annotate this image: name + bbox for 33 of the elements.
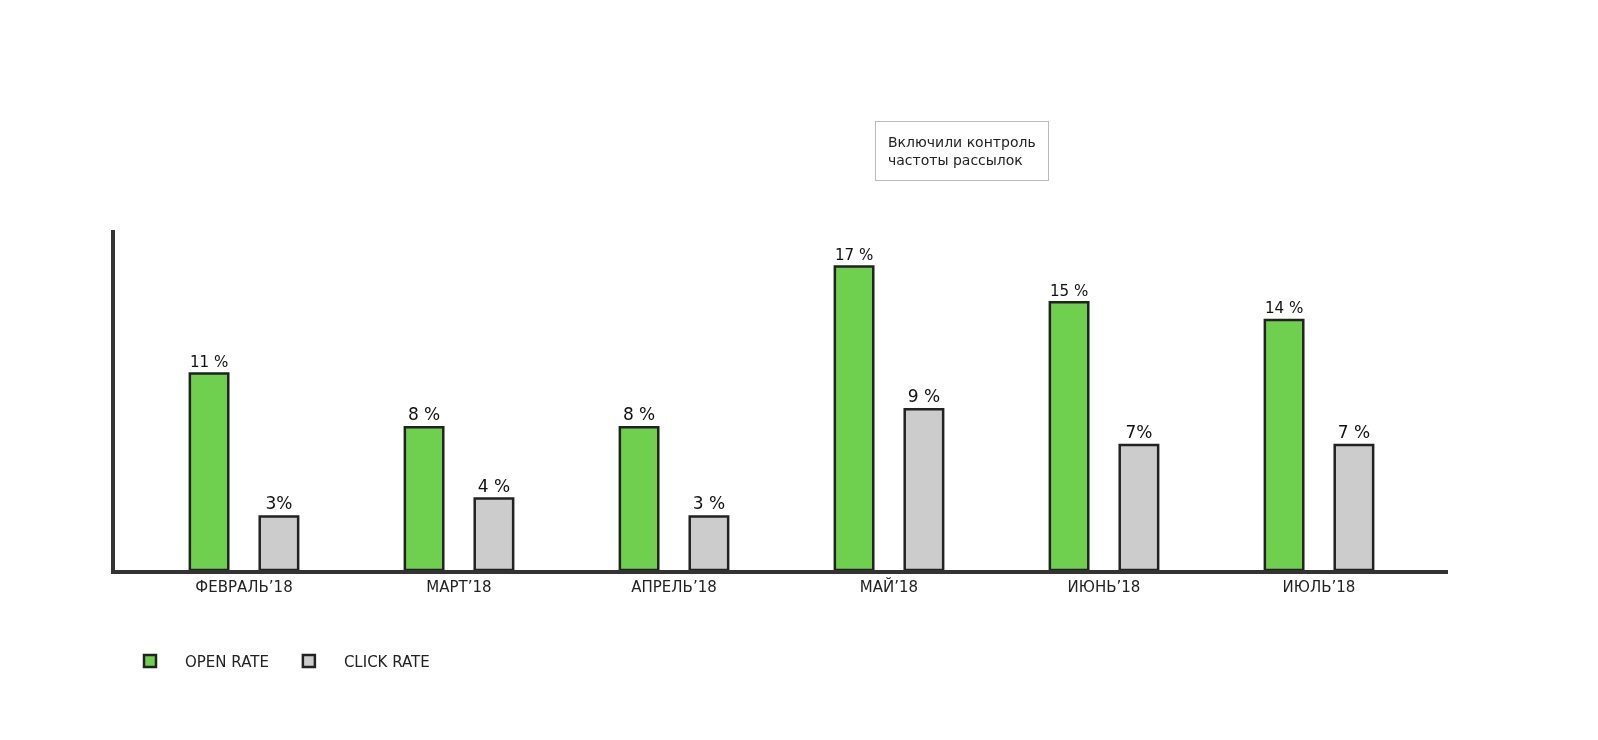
x-tick-label: ФЕВРАЛЬ’18 [195,578,293,596]
data-label: 3 % [692,493,726,514]
data-label: 11 % [189,353,229,372]
x-tick-label: ИЮНЬ’18 [1067,578,1141,596]
bar [833,265,875,570]
bar [1263,318,1305,570]
x-tick-label: МАЙ’18 [859,577,919,596]
data-label: 8 % [622,404,656,425]
bar [188,372,230,570]
legend-label: OPEN RATE [185,652,269,671]
bar [473,497,515,570]
data-label: 14 % [1264,299,1304,318]
x-tick-label: АПРЕЛЬ’18 [631,578,717,596]
bar [1333,443,1375,570]
bar [903,408,945,570]
x-tick-label: МАРТ’18 [426,578,492,596]
text: Включили контроль частоты рассылок [888,134,1036,169]
x-tick-label: ИЮЛЬ’18 [1282,578,1356,596]
bar [403,425,445,570]
data-label: 4 % [477,475,511,496]
bar [258,515,300,570]
data-label: 8 % [407,404,441,425]
data-label: 7% [1125,422,1153,442]
legend-label: CLICK RATE [343,652,430,671]
data-label: 7 % [1337,422,1371,442]
data-label: 3% [265,493,293,514]
data-label: 9 % [907,386,941,407]
data-label: 17 % [834,245,874,264]
bar [1048,300,1090,570]
data-label: 15 % [1049,281,1089,300]
bar [688,515,730,570]
bar [1118,443,1160,570]
bar [618,425,660,570]
